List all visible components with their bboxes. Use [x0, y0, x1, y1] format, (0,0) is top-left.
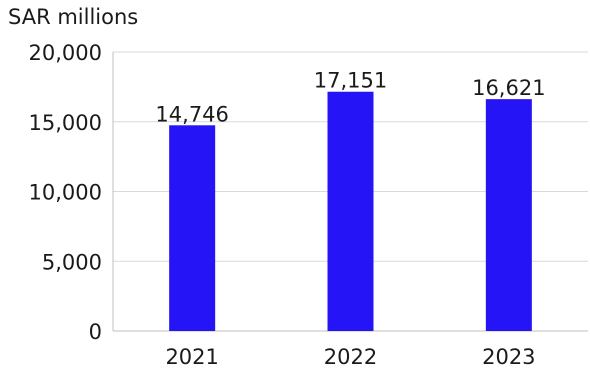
- data-label-2023: 16,621: [472, 76, 545, 100]
- unit-label: SAR millions: [8, 5, 138, 29]
- bar-2021: [169, 125, 216, 331]
- x-tick-label-2021: 2021: [165, 345, 218, 369]
- data-labels: 14,746 17,151 16,621: [155, 69, 545, 127]
- y-tick-label: 0: [89, 320, 102, 344]
- y-tick-label: 20,000: [29, 41, 102, 65]
- y-tick-label: 15,000: [29, 111, 102, 135]
- x-tick-label-2023: 2023: [482, 345, 535, 369]
- data-label-2022: 17,151: [314, 69, 387, 93]
- y-tick-label: 5,000: [42, 250, 102, 274]
- bar-2023: [485, 99, 532, 331]
- data-label-2021: 14,746: [155, 102, 228, 126]
- y-axis-ticks: 0 5,000 10,000 15,000 20,000: [29, 41, 102, 344]
- bar-2022: [327, 91, 374, 331]
- x-tick-label-2022: 2022: [324, 345, 377, 369]
- y-tick-label: 10,000: [29, 181, 102, 205]
- bars: [169, 91, 532, 331]
- x-axis-ticks: 2021 2022 2023: [165, 345, 535, 369]
